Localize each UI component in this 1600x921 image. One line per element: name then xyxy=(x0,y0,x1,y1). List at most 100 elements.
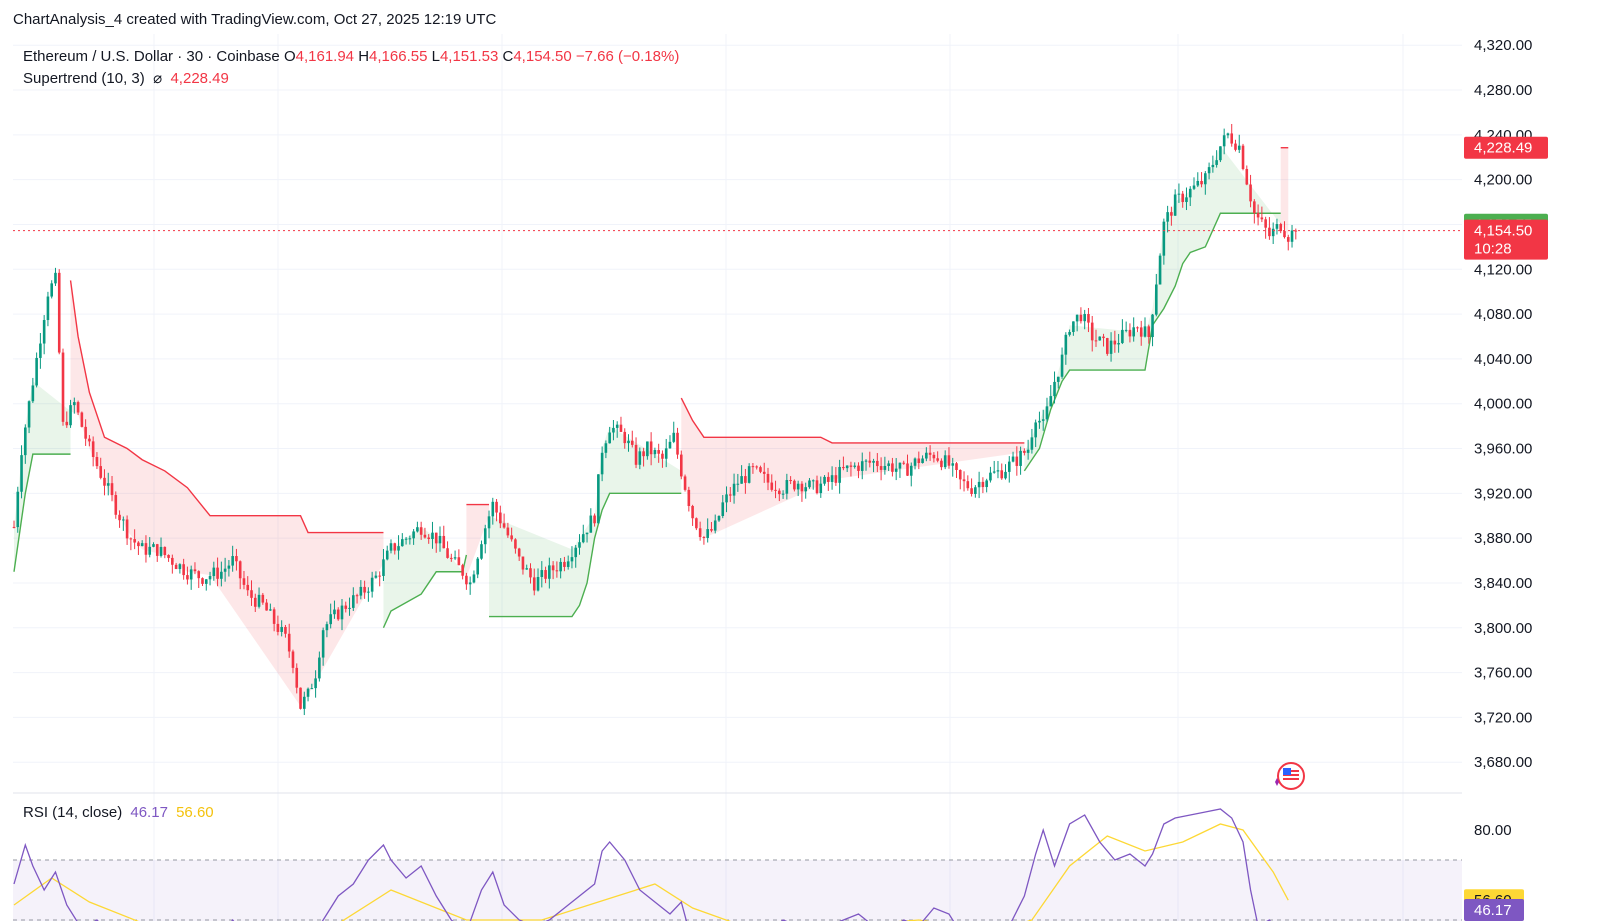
symbol-label[interactable]: Ethereum / U.S. Dollar · 30 · Coinbase xyxy=(23,48,280,65)
last-price-tag: 4,154.50 xyxy=(1474,223,1532,240)
candle-body xyxy=(619,424,623,432)
candle-body xyxy=(393,543,397,551)
last-price-tag-bg xyxy=(1464,219,1548,260)
candle-body xyxy=(1181,193,1184,203)
price-tick-label: 4,200.00 xyxy=(1474,172,1532,189)
candle-body xyxy=(261,594,265,603)
candle-body xyxy=(291,651,295,668)
rsi-band-fill xyxy=(13,860,1462,921)
candle-body xyxy=(461,565,464,576)
candle-body xyxy=(73,402,76,406)
price-tick-label: 3,880.00 xyxy=(1474,530,1532,547)
candle-body xyxy=(39,343,42,358)
candle-body xyxy=(1030,437,1034,450)
price-tick-label: 3,920.00 xyxy=(1474,485,1532,502)
candle-body xyxy=(698,528,702,538)
candle-body xyxy=(1283,231,1286,238)
candle-body xyxy=(238,561,242,579)
supertrend-up-line xyxy=(489,492,682,618)
candle-body xyxy=(54,272,57,284)
candle-body xyxy=(231,556,234,566)
candle-body xyxy=(1173,194,1177,216)
candle-body xyxy=(593,515,596,524)
candle-body xyxy=(182,564,185,576)
candle-body xyxy=(46,296,50,321)
eye-slash-icon[interactable]: ⌀ xyxy=(148,70,167,87)
candle-body xyxy=(1094,340,1098,342)
price-axis[interactable]: 3,680.00 3,720.00 3,760.00 3,800.00 3,840.00… xyxy=(1474,37,1532,771)
supertrend-up-fill xyxy=(1024,146,1281,471)
last-price-tag-countdown: 10:28 xyxy=(1474,241,1512,258)
candle-body xyxy=(729,494,732,496)
candle-body xyxy=(434,532,438,544)
candle-body xyxy=(499,512,502,524)
candle-body xyxy=(932,454,936,459)
candle-body xyxy=(744,476,747,483)
candle-body xyxy=(634,444,638,465)
candle-body xyxy=(325,624,329,631)
candle-body xyxy=(155,544,159,556)
candle-body xyxy=(1185,197,1188,203)
candle-body xyxy=(676,432,679,455)
candle-body xyxy=(295,667,299,688)
candle-body xyxy=(736,483,740,485)
candle-body xyxy=(144,543,148,555)
candle-body xyxy=(1098,336,1102,341)
candle-body xyxy=(970,488,973,494)
candle-body xyxy=(152,544,155,547)
rsi-line xyxy=(13,808,1271,921)
candle-body xyxy=(585,532,589,535)
candle-body xyxy=(649,441,653,455)
candle-body xyxy=(789,480,792,482)
candle-body xyxy=(355,595,359,597)
candle-body xyxy=(615,424,619,428)
candle-body xyxy=(69,405,72,426)
candle-body xyxy=(333,609,336,615)
candle-body xyxy=(778,490,781,495)
candle-body xyxy=(781,493,785,495)
candle-body xyxy=(514,539,517,549)
price-tick-label: 3,680.00 xyxy=(1474,754,1532,771)
candle-body xyxy=(898,462,902,469)
candle-body xyxy=(845,465,849,469)
rsi-label[interactable]: RSI (14, close) xyxy=(23,804,123,821)
candle-body xyxy=(1162,221,1166,256)
candle-body xyxy=(1113,340,1117,345)
candle-body xyxy=(510,535,513,540)
candle-body xyxy=(830,475,834,482)
candle-body xyxy=(1226,133,1230,136)
candle-body xyxy=(1106,338,1109,354)
candle-body xyxy=(502,523,506,528)
candle-body xyxy=(491,501,495,517)
candle-body xyxy=(951,463,955,466)
candle-body xyxy=(928,452,932,455)
candle-body xyxy=(883,465,887,470)
candle-body xyxy=(103,477,106,486)
candle-body xyxy=(925,452,928,459)
candle-body xyxy=(1264,219,1267,228)
candle-body xyxy=(1049,396,1053,407)
candle-body xyxy=(1294,230,1298,232)
close-value: 4,154.50 xyxy=(513,48,572,65)
candle-body xyxy=(1019,450,1022,466)
candle-body xyxy=(551,565,555,571)
candle-body xyxy=(1177,193,1181,195)
candle-body xyxy=(287,633,291,652)
low-value: 4,151.53 xyxy=(439,48,499,65)
candle-body xyxy=(450,557,453,559)
candle-body xyxy=(31,385,35,402)
candle-body xyxy=(955,463,958,470)
candle-body xyxy=(996,470,1000,472)
candle-body xyxy=(50,283,53,297)
candle-body xyxy=(574,547,578,558)
candle-body xyxy=(1290,230,1294,242)
candle-body xyxy=(962,479,966,482)
indicator-label[interactable]: Supertrend (10, 3) xyxy=(23,70,145,87)
candle-body xyxy=(1090,322,1094,341)
rsi-tag-bg xyxy=(1464,899,1524,921)
flag-icon[interactable] xyxy=(1275,762,1305,790)
candle-body xyxy=(766,473,770,483)
candle-body xyxy=(12,526,16,528)
candle-body xyxy=(623,431,627,444)
